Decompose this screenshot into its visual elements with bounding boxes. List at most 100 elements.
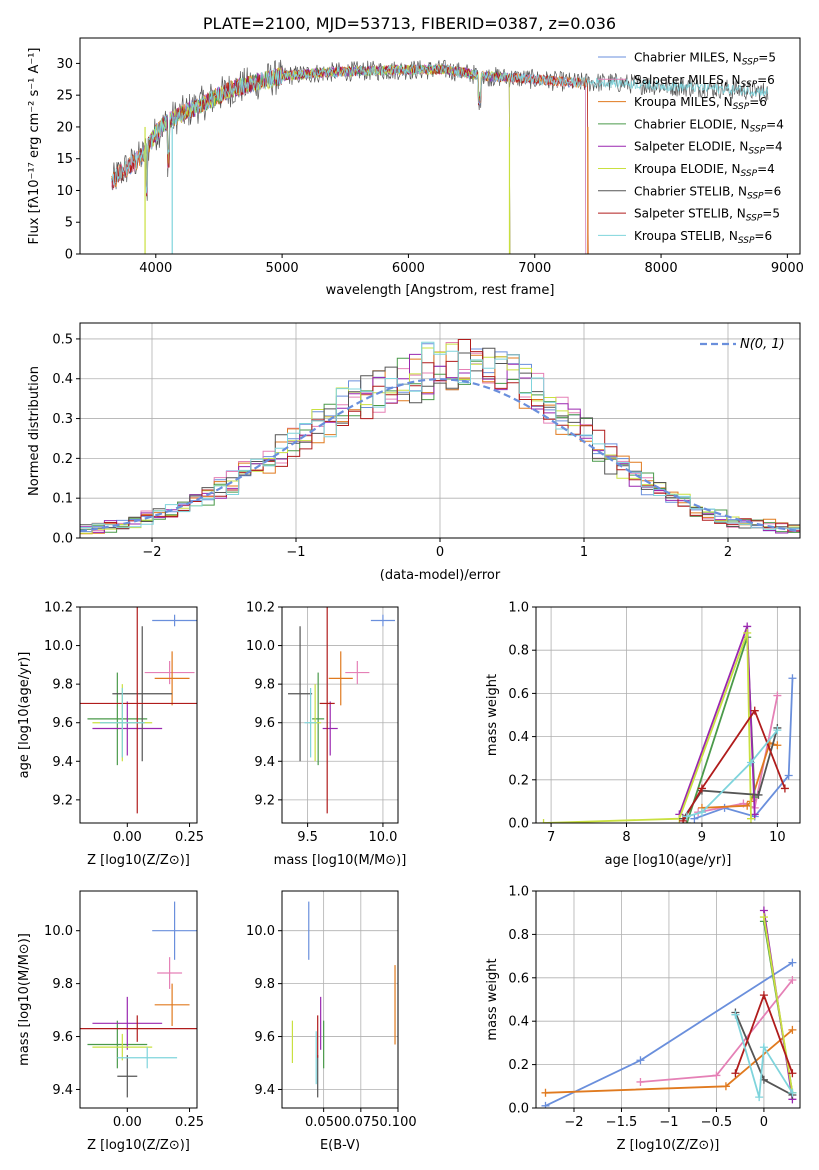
spectrum-chabrier-elodie — [142, 63, 511, 254]
weight-line — [734, 1014, 794, 1098]
x-tick-label: −1 — [286, 545, 305, 560]
legend-label-chabrier-miles: Chabrier MILES, NSSP=5 — [634, 51, 776, 68]
y-tick-label: 9.6 — [254, 1030, 275, 1045]
legend-eq: = — [762, 207, 772, 221]
axes: −2 −1 0 1 2 0.0 0.1 0.2 0.3 0.4 0.5 — [52, 323, 800, 560]
plot-frame — [281, 890, 399, 1109]
y-axis-label: Flux [fλ10⁻¹⁷ erg cm⁻² s⁻¹ A⁻¹] — [27, 48, 42, 245]
x-tick-label: 10.0 — [368, 830, 397, 845]
weight-series-salpeter-miles — [636, 975, 797, 1086]
x-tick-label: 7 — [547, 830, 555, 845]
legend-nssp: 4 — [776, 117, 784, 131]
plot-frame — [79, 37, 801, 255]
y-tick-label: 0.0 — [508, 1102, 529, 1117]
legend-nssp: 4 — [775, 140, 783, 154]
weight-point-marker — [712, 1071, 721, 1080]
legend-name: Kroupa MILES, N — [634, 95, 733, 109]
legend-eq: = — [766, 117, 776, 131]
y-tick-label: 0.6 — [508, 687, 529, 702]
legend-nssp: 6 — [759, 95, 767, 109]
weight-point-marker — [679, 816, 688, 823]
y-tick-label: 9.8 — [52, 678, 73, 693]
errorbar-kroupa-stelib — [304, 688, 317, 758]
spectrum-chabrier-miles — [111, 63, 587, 254]
legend-name: Salpeter STELIB, N — [634, 207, 746, 221]
legend-sub: SSP — [747, 191, 764, 201]
y-tick-label: 10.0 — [246, 924, 275, 939]
y-tick-label: 0.6 — [508, 971, 529, 986]
spectrum-salpeter-stelib — [111, 64, 589, 254]
weight-point-marker — [788, 674, 797, 683]
plot-frame — [79, 322, 801, 539]
errorbar-kroupa-elodie — [92, 1033, 153, 1061]
axes: 4000 5000 6000 7000 8000 9000 0 5 10 15 20 25 30 — [56, 57, 803, 276]
x-tick-label: −2 — [564, 1115, 583, 1130]
weight-line — [543, 632, 752, 823]
weight-point-marker — [755, 1093, 764, 1102]
weight-point-marker — [788, 958, 797, 967]
weight-series-chabrier-miles — [541, 958, 797, 1108]
weight-point-marker — [541, 1088, 550, 1097]
errorbar-chabrier-elodie — [312, 672, 325, 766]
error-bars — [80, 901, 197, 1098]
errorbar-kroupa-miles — [154, 983, 190, 1026]
figure-title: PLATE=2100, MJD=53713, FIBERID=0387, z=0… — [203, 14, 616, 33]
x-tick-label: 0.100 — [379, 1115, 416, 1130]
weight-point-marker — [788, 975, 797, 984]
y-tick-label: 9.2 — [254, 793, 275, 808]
y-tick-label: 9.4 — [254, 755, 275, 770]
legend-label-kroupa-elodie: Kroupa ELODIE, NSSP=4 — [634, 162, 775, 179]
y-tick-label: 0.0 — [508, 817, 529, 832]
y-tick-label: 0.4 — [508, 730, 529, 745]
errorbar-chabrier-miles — [370, 614, 395, 627]
y-tick-label: 0.3 — [52, 412, 73, 427]
weight-series-kroupa-miles — [541, 1025, 797, 1097]
legend-sub: SSP — [738, 236, 755, 246]
legend-nssp: 6 — [774, 184, 782, 198]
legend-sub: SSP — [741, 80, 758, 90]
x-tick-label: 6000 — [392, 261, 425, 276]
plot-frame — [535, 890, 801, 1109]
legend-name: Chabrier STELIB, N — [634, 184, 747, 198]
y-tick-label: 0.2 — [508, 773, 529, 788]
spectrum-kroupa-stelib — [111, 64, 769, 194]
y-tick-label: 0.8 — [508, 644, 529, 659]
weight-series-salpeter-elodie — [675, 622, 759, 819]
y-tick-label: 9.6 — [52, 716, 73, 731]
weight-point-marker — [750, 706, 759, 715]
x-tick-label: −1 — [659, 1115, 678, 1130]
x-tick-label: 10 — [769, 830, 786, 845]
weight-point-marker — [731, 1010, 740, 1019]
weight-point-marker — [743, 628, 752, 637]
x-axis-label: age [log10(age/yr)] — [605, 853, 732, 868]
legend-nssp: 4 — [767, 162, 775, 176]
weight-point-marker — [541, 1101, 550, 1108]
legend-sub: SSP — [748, 147, 765, 157]
x-tick-label: 7000 — [518, 261, 551, 276]
legend-name: Kroupa STELIB, N — [634, 229, 738, 243]
weight-point-marker — [780, 784, 789, 793]
y-tick-label: 5 — [65, 216, 73, 231]
legend-label-chabrier-elodie: Chabrier ELODIE, NSSP=4 — [634, 117, 784, 134]
weight-point-marker — [697, 808, 706, 817]
legend-label-kroupa-miles: Kroupa MILES, NSSP=6 — [634, 95, 767, 112]
axes: 0.00 0.25 9.4 9.6 9.8 10.0 — [44, 924, 204, 1130]
legend-name: Salpeter MILES, N — [634, 73, 741, 87]
weight-point-marker — [773, 726, 782, 735]
errorbar-salpeter-stelib — [80, 607, 197, 814]
weight-point-marker — [788, 1088, 797, 1097]
legend-label-kroupa-stelib: Kroupa STELIB, NSSP=6 — [634, 229, 772, 246]
y-tick-label: 9.4 — [52, 1083, 73, 1098]
y-tick-label: 1.0 — [508, 885, 529, 900]
y-tick-label: 10.0 — [44, 639, 73, 654]
weight-point-marker — [788, 1069, 797, 1078]
x-tick-label: 0.050 — [305, 1115, 342, 1130]
weight-point-marker — [746, 814, 755, 823]
legend-eq: = — [764, 184, 774, 198]
normal-curve — [79, 378, 801, 533]
legend-eq: = — [757, 162, 767, 176]
x-tick-label: 1 — [580, 545, 588, 560]
legend-nssp: 6 — [767, 73, 775, 87]
errorbar-chabrier-stelib — [112, 626, 173, 762]
